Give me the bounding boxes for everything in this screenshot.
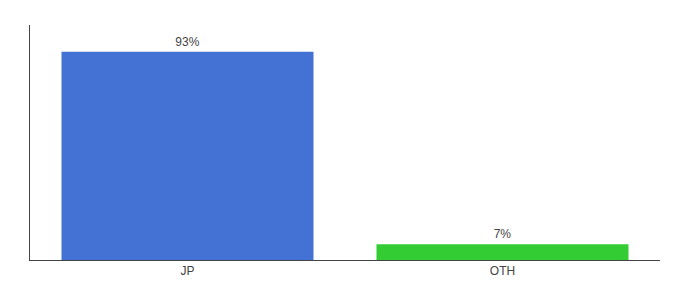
svg-text:93%: 93% bbox=[175, 35, 199, 49]
svg-text:JP: JP bbox=[180, 264, 194, 278]
svg-text:OTH: OTH bbox=[490, 264, 515, 278]
svg-text:7%: 7% bbox=[494, 227, 512, 241]
